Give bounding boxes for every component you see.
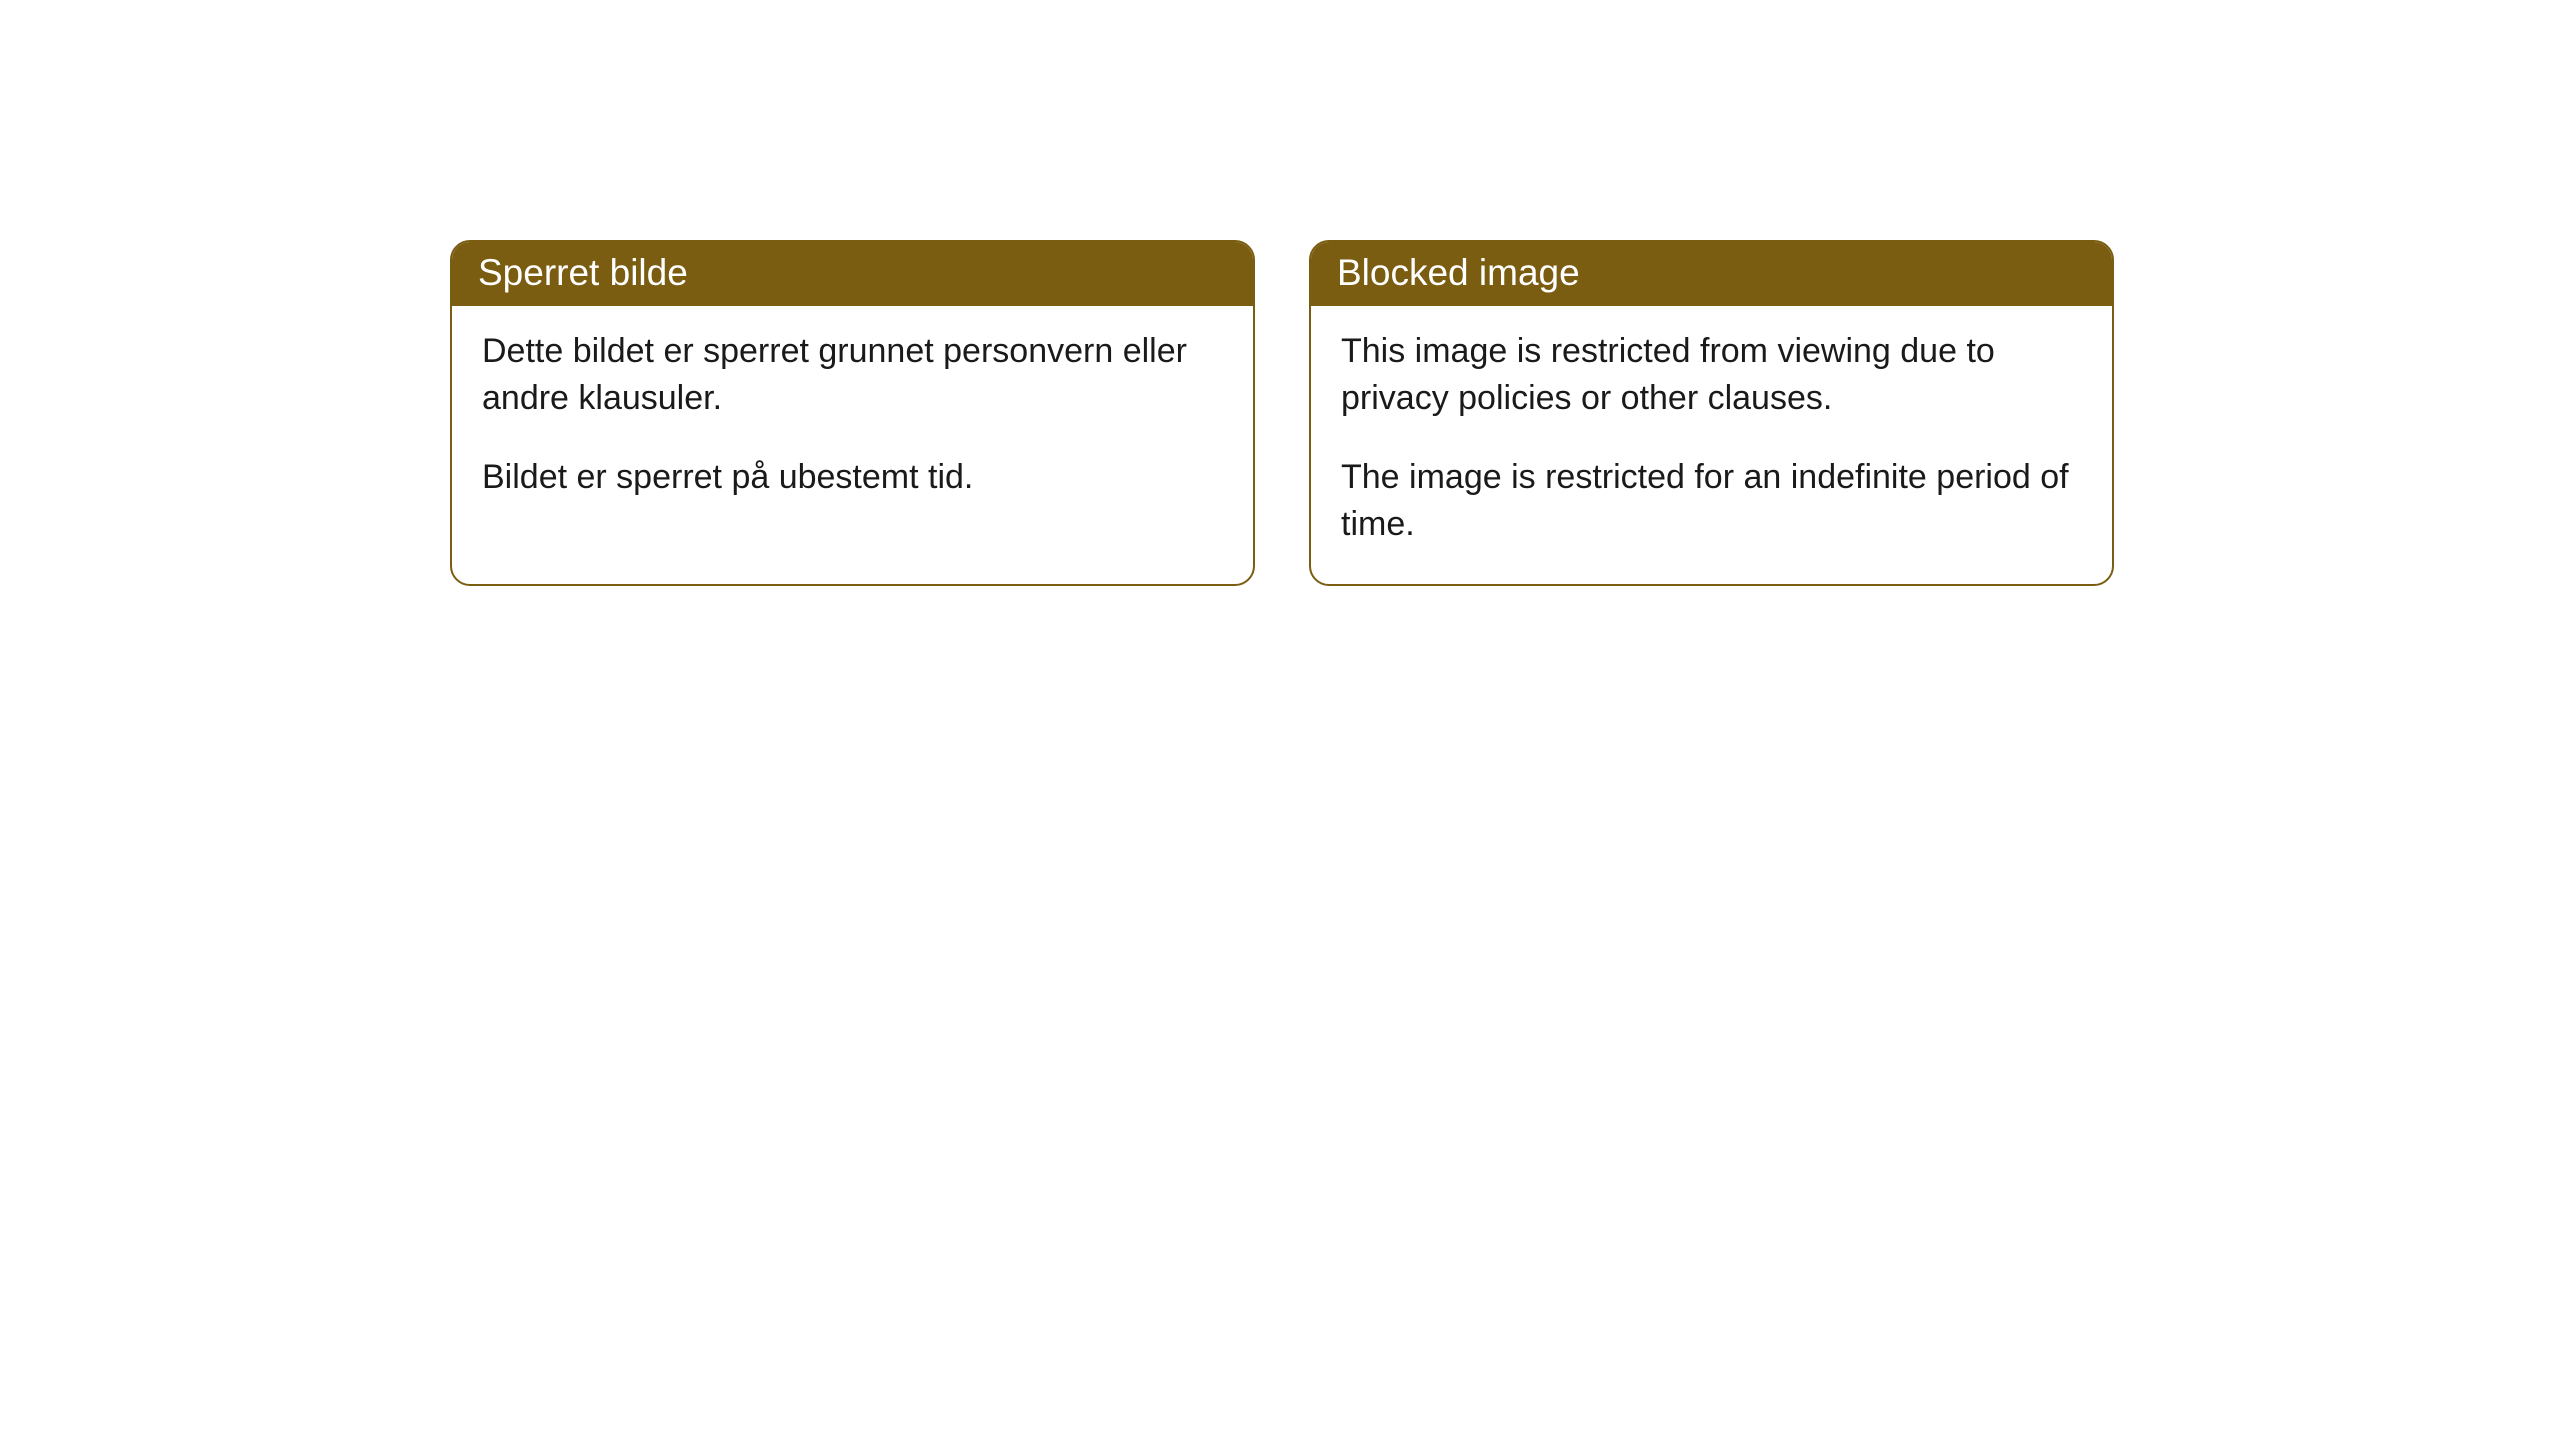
notice-container: Sperret bilde Dette bildet er sperret gr… — [0, 0, 2560, 586]
notice-body-english: This image is restricted from viewing du… — [1311, 306, 2112, 584]
notice-card-english: Blocked image This image is restricted f… — [1309, 240, 2114, 586]
notice-paragraph: Dette bildet er sperret grunnet personve… — [482, 328, 1223, 422]
notice-paragraph: The image is restricted for an indefinit… — [1341, 454, 2082, 548]
notice-card-norwegian: Sperret bilde Dette bildet er sperret gr… — [450, 240, 1255, 586]
notice-header-norwegian: Sperret bilde — [452, 242, 1253, 306]
notice-paragraph: Bildet er sperret på ubestemt tid. — [482, 454, 1223, 501]
notice-header-english: Blocked image — [1311, 242, 2112, 306]
notice-body-norwegian: Dette bildet er sperret grunnet personve… — [452, 306, 1253, 537]
notice-paragraph: This image is restricted from viewing du… — [1341, 328, 2082, 422]
